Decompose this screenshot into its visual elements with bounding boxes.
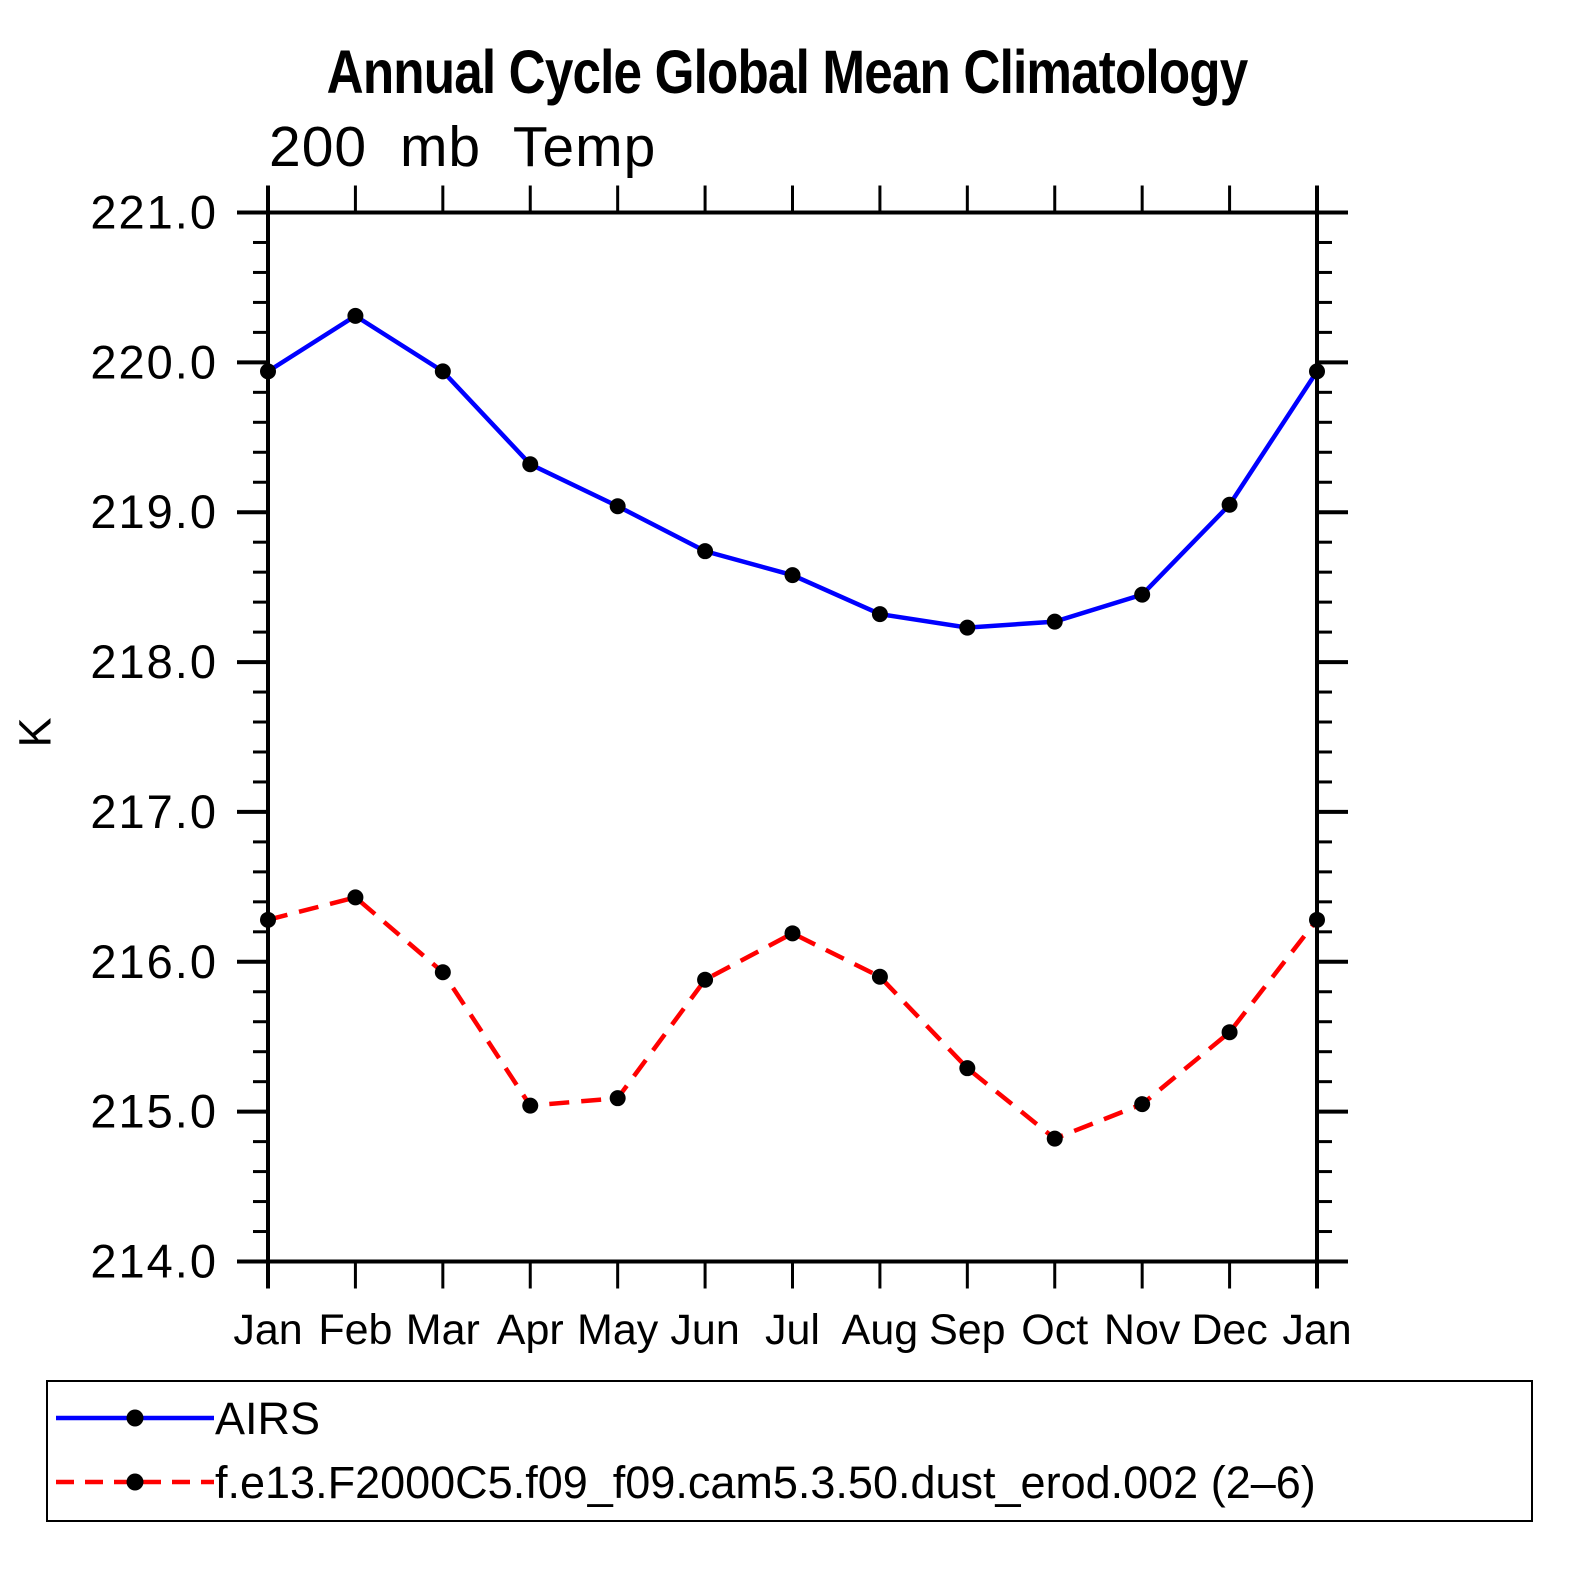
y-tick-label: 220.0 xyxy=(90,335,218,388)
x-tick-label: Mar xyxy=(406,1306,480,1354)
x-tick-label: Feb xyxy=(318,1306,392,1354)
data-point-marker-0 xyxy=(697,543,714,560)
data-point-marker-1 xyxy=(697,971,714,988)
data-point-marker-0 xyxy=(784,567,801,584)
y-tick-label: 215.0 xyxy=(90,1085,218,1138)
data-point-marker-0 xyxy=(609,498,626,515)
data-point-marker-0 xyxy=(1134,586,1151,603)
data-point-marker-1 xyxy=(959,1060,976,1077)
data-point-marker-0 xyxy=(522,456,539,473)
chart-title: Annual Cycle Global Mean Climatology xyxy=(0,42,1574,103)
chart-title-text: Annual Cycle Global Mean Climatology xyxy=(326,38,1249,106)
legend-sample-marker xyxy=(126,1473,144,1491)
legend-label-airs: AIRS xyxy=(215,1392,321,1444)
legend-box: AIRS f.e13.F2000C5.f09_f09.cam5.3.50.dus… xyxy=(46,1380,1533,1522)
data-point-marker-1 xyxy=(1046,1130,1063,1147)
data-point-marker-1 xyxy=(1221,1024,1238,1041)
data-point-marker-1 xyxy=(1309,911,1325,928)
data-point-marker-1 xyxy=(784,925,801,942)
x-tick-label: Apr xyxy=(497,1306,564,1354)
y-tick-label: 217.0 xyxy=(90,785,218,838)
data-point-marker-0 xyxy=(260,363,276,380)
x-tick-label: Jun xyxy=(670,1306,739,1354)
x-tick-label: May xyxy=(577,1306,659,1354)
legend-sample-marker xyxy=(126,1409,144,1427)
x-tick-label: Aug xyxy=(842,1306,919,1354)
legend-item-airs: AIRS xyxy=(48,1387,1531,1449)
data-point-marker-0 xyxy=(347,307,364,324)
y-tick-label: 216.0 xyxy=(90,935,218,988)
data-point-marker-0 xyxy=(434,363,451,380)
data-point-marker-0 xyxy=(871,606,888,623)
x-tick-label: Oct xyxy=(1021,1306,1088,1354)
y-tick-label: 214.0 xyxy=(90,1235,218,1288)
data-point-marker-0 xyxy=(1221,496,1238,513)
y-tick-label: 221.0 xyxy=(90,186,218,239)
x-tick-label: Dec xyxy=(1191,1306,1267,1354)
data-point-marker-0 xyxy=(1309,363,1325,380)
x-tick-label: Jul xyxy=(765,1306,820,1354)
data-point-marker-1 xyxy=(1134,1096,1151,1113)
data-point-marker-1 xyxy=(522,1097,539,1114)
y-tick-label: 219.0 xyxy=(90,485,218,538)
data-point-marker-1 xyxy=(871,968,888,985)
chart-subtitle: 200 mb Temp xyxy=(269,115,657,179)
data-point-marker-1 xyxy=(347,889,364,906)
y-tick-label: 218.0 xyxy=(90,635,218,688)
data-point-marker-1 xyxy=(434,964,451,981)
x-tick-label: Jan xyxy=(233,1306,302,1354)
x-tick-label: Nov xyxy=(1104,1306,1181,1354)
data-point-marker-1 xyxy=(609,1090,626,1107)
legend-line-sample-airs xyxy=(56,1409,214,1427)
legend-label-model: f.e13.F2000C5.f09_f09.cam5.3.50.dust_ero… xyxy=(215,1456,1316,1508)
data-point-marker-1 xyxy=(260,911,276,928)
x-tick-label: Jan xyxy=(1282,1306,1351,1354)
legend-line-sample-model xyxy=(56,1473,214,1491)
x-tick-label: Sep xyxy=(929,1306,1006,1354)
data-point-marker-0 xyxy=(1046,613,1063,630)
data-point-marker-0 xyxy=(959,619,976,636)
legend-item-model: f.e13.F2000C5.f09_f09.cam5.3.50.dust_ero… xyxy=(48,1451,1531,1513)
